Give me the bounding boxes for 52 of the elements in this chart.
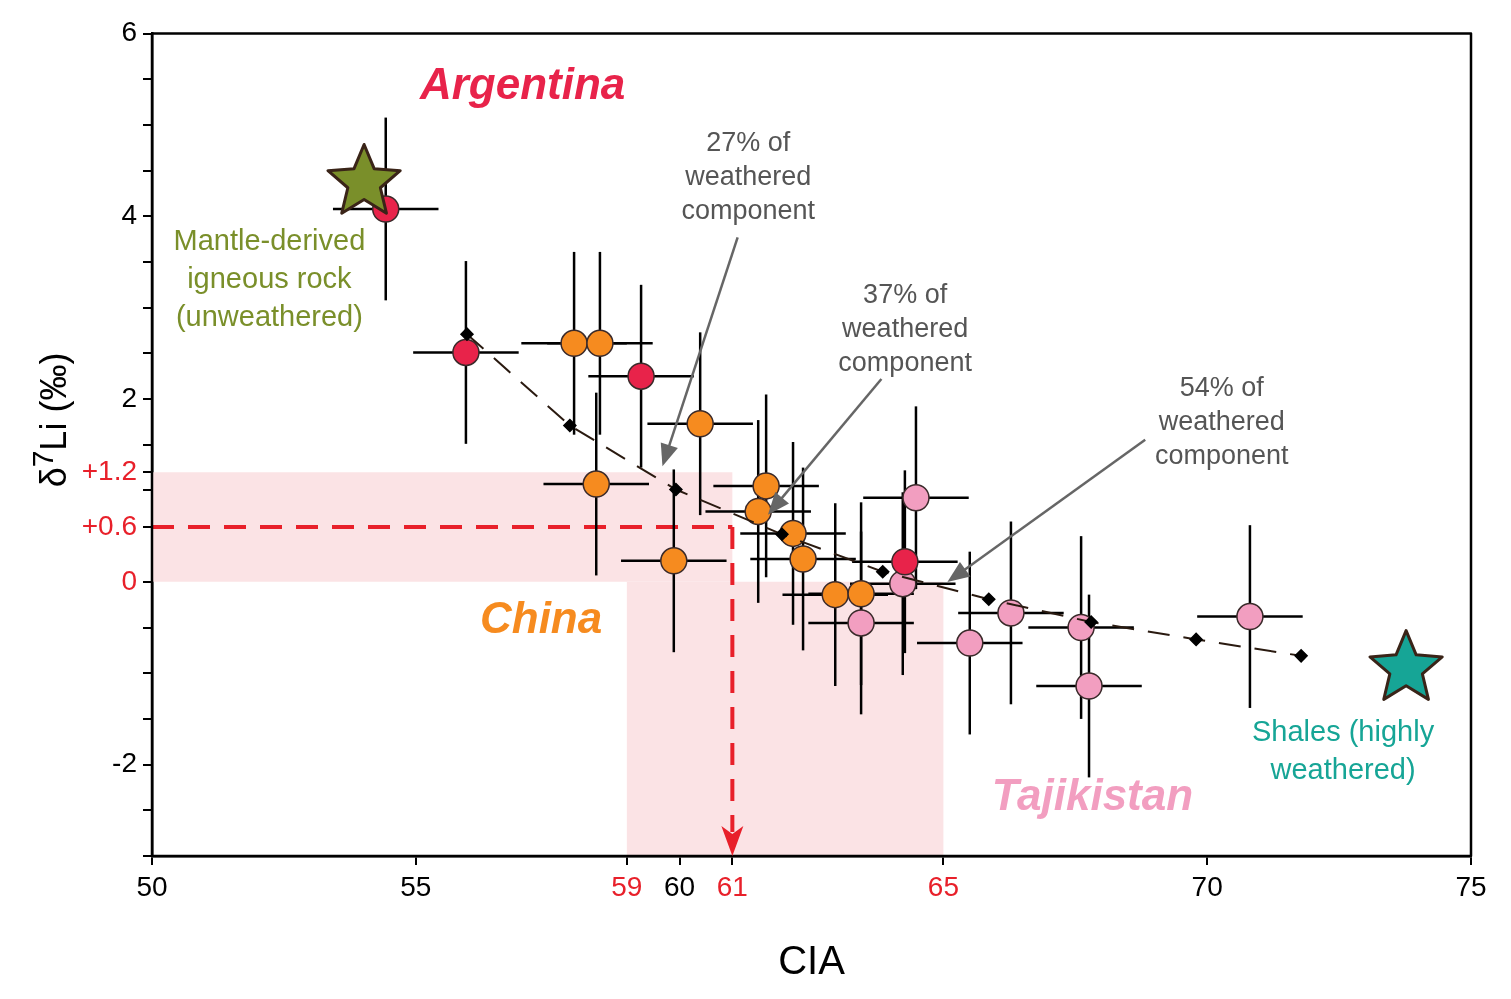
y-tick-label: +1.2 [81, 454, 137, 486]
y-tick-label: 0 [121, 564, 137, 596]
y-tick-label: -2 [112, 747, 137, 779]
point [586, 329, 614, 358]
x-tick-label: 65 [927, 870, 959, 902]
point [821, 580, 849, 609]
point [563, 418, 577, 433]
y-tick-label: 6 [121, 16, 137, 48]
point [1236, 602, 1264, 631]
point [1294, 649, 1308, 663]
point [891, 547, 919, 576]
x-tick-label: 59 [611, 870, 643, 902]
x-tick-label: 60 [664, 870, 696, 902]
point [744, 497, 772, 526]
point [560, 329, 588, 358]
annotation: 27% of weathered component [681, 126, 816, 225]
y-tick-label: 4 [121, 199, 137, 230]
point [789, 545, 817, 573]
annotation: 37% of weathered component [838, 279, 973, 378]
point [452, 338, 480, 367]
x-tick-label: 55 [400, 870, 432, 902]
x-tick-label: 75 [1455, 870, 1487, 902]
point [1084, 615, 1098, 629]
point [902, 484, 930, 512]
point [1075, 672, 1103, 700]
x-tick-label: 61 [716, 870, 748, 902]
text: Tajikistan [991, 769, 1194, 819]
point [982, 592, 996, 606]
point [460, 327, 474, 341]
y-tick-label: +0.6 [81, 509, 137, 541]
point [669, 482, 683, 497]
series-label: China [479, 592, 603, 642]
x-axis-title: CIA [778, 938, 846, 983]
point [956, 629, 984, 657]
point [627, 362, 655, 390]
x-tick-label: 50 [136, 870, 168, 902]
point [752, 472, 780, 500]
text: Argentina [418, 59, 626, 109]
point [1189, 632, 1203, 647]
x-tick-label: 70 [1191, 870, 1223, 902]
series-label: Mantle-derived igneous rock (unweathered) [173, 224, 366, 333]
point [875, 565, 890, 579]
point [660, 547, 688, 575]
point [582, 470, 610, 498]
point [775, 527, 789, 542]
point [997, 599, 1025, 627]
series-label: Shales (highly weathered) [1251, 714, 1435, 785]
point [686, 409, 714, 438]
point [847, 609, 875, 637]
y-tick-label: 2 [121, 381, 137, 413]
point [847, 579, 875, 608]
annotation: 54% of weathered component [1154, 372, 1289, 470]
